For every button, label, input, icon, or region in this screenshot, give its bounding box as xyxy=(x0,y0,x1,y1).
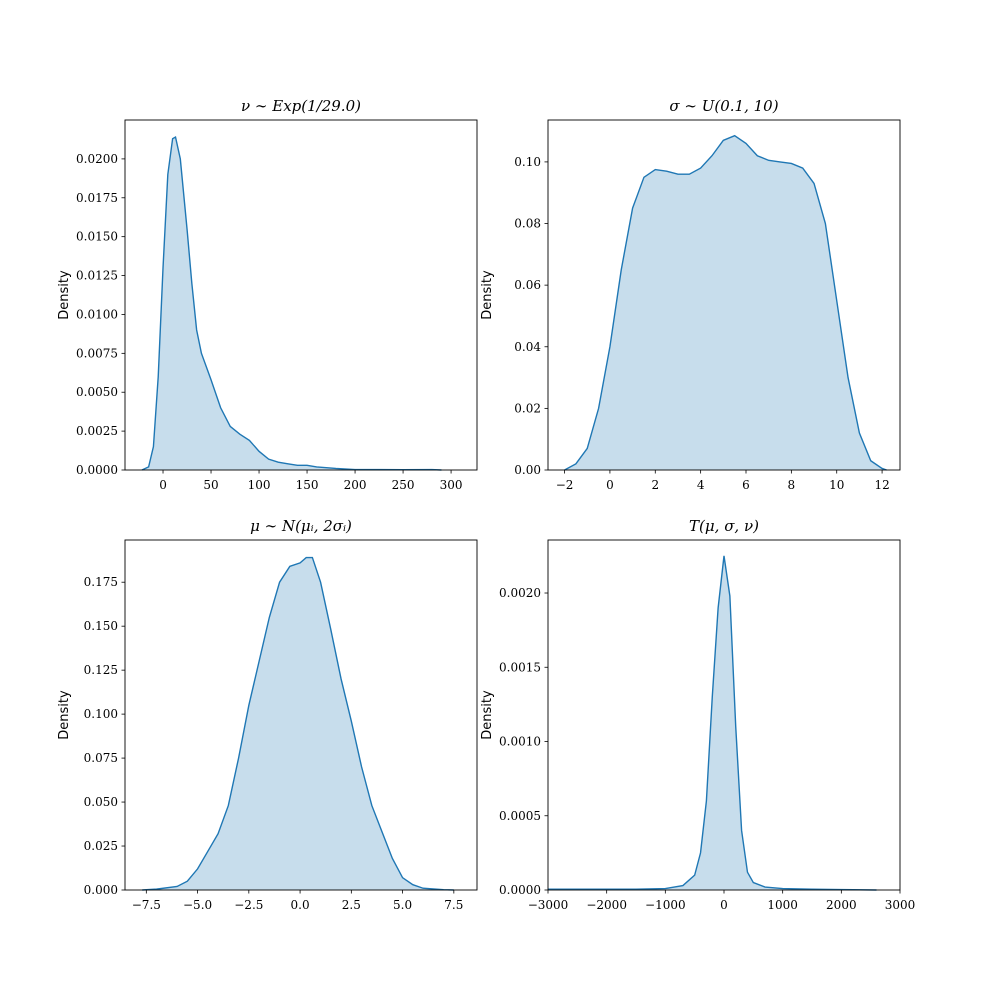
y-tick-label: 0.0000 xyxy=(499,883,541,897)
x-tick-label: 250 xyxy=(392,478,415,492)
y-tick-label: 0.0075 xyxy=(76,346,118,360)
axes-frame xyxy=(547,119,901,471)
y-tick-label: 0.10 xyxy=(514,155,541,169)
density-line xyxy=(142,556,454,891)
x-tick-label: 2 xyxy=(651,478,659,492)
x-tick-label: 300 xyxy=(440,478,463,492)
x-tick-label: 0.0 xyxy=(291,898,310,912)
y-tick-label: 0.0020 xyxy=(499,586,541,600)
x-tick-label: 0 xyxy=(159,478,167,492)
x-tick-label: 2.5 xyxy=(342,898,361,912)
x-tick-label: 3000 xyxy=(885,898,916,912)
x-tick-label: 6 xyxy=(742,478,750,492)
y-tick-label: 0.100 xyxy=(84,707,118,721)
x-tick-label: 50 xyxy=(203,478,218,492)
y-tick-label: 0.08 xyxy=(514,217,541,231)
density-line xyxy=(564,134,887,471)
y-axis-label: Density xyxy=(57,270,72,320)
x-tick-label: 100 xyxy=(248,478,271,492)
x-tick-label: 2000 xyxy=(826,898,857,912)
axes-frame xyxy=(124,539,478,891)
x-tick-label: −5.0 xyxy=(183,898,212,912)
y-tick-label: 0.0150 xyxy=(76,230,118,244)
x-tick-label: −2 xyxy=(556,478,574,492)
y-tick-label: 0.050 xyxy=(84,795,118,809)
density-area xyxy=(141,137,442,471)
y-tick-label: 0.0015 xyxy=(499,660,541,674)
density-area xyxy=(142,557,454,890)
y-tick-label: 0.0025 xyxy=(76,424,118,438)
y-tick-label: 0.0050 xyxy=(76,385,118,399)
x-tick-label: 10 xyxy=(829,478,844,492)
y-tick-label: 0.150 xyxy=(84,619,118,633)
subplot: 0 50 100 150 200 250 300 0.0000 0.0025 0.0050 0.00… xyxy=(57,97,478,492)
y-tick-label: 0.06 xyxy=(514,278,541,292)
y-tick-label: 0.125 xyxy=(84,663,118,677)
y-tick-label: 0.0000 xyxy=(76,463,118,477)
y-axis-label: Density xyxy=(57,690,72,740)
y-tick-label: 0.00 xyxy=(514,463,541,477)
x-tick-label: 12 xyxy=(874,478,889,492)
y-tick-label: 0.0175 xyxy=(76,191,118,205)
y-tick-label: 0.0125 xyxy=(76,269,118,283)
y-tick-label: 0.175 xyxy=(84,575,118,589)
x-tick-label: −7.5 xyxy=(132,898,161,912)
subplot: −3000 −2000 −1000 0 1000 2000 3000 0.0000 0.0005… xyxy=(480,517,915,912)
y-tick-label: 0.0005 xyxy=(499,809,541,823)
x-tick-label: 8 xyxy=(788,478,796,492)
y-tick-label: 0.04 xyxy=(514,340,541,354)
y-axis-label: Density xyxy=(480,270,495,320)
y-tick-label: 0.0010 xyxy=(499,735,541,749)
x-tick-label: 150 xyxy=(296,478,319,492)
chart-title: ν ∼ Exp(1/29.0) xyxy=(241,97,361,115)
chart-title: σ ∼ U(0.1, 10) xyxy=(669,97,778,115)
x-tick-label: 0 xyxy=(720,898,728,912)
x-tick-label: −2.5 xyxy=(234,898,263,912)
subplot: −2 0 2 4 6 8 10 12 0.00 0.02 0.04 0.06 0.08 0.10 σ ∼ U… xyxy=(480,97,901,492)
x-tick-label: −3000 xyxy=(528,898,569,912)
density-line xyxy=(141,136,442,471)
density-area xyxy=(548,555,877,890)
x-tick-label: 4 xyxy=(697,478,705,492)
y-tick-label: 0.0200 xyxy=(76,152,118,166)
x-tick-label: 1000 xyxy=(767,898,798,912)
x-tick-label: 200 xyxy=(344,478,367,492)
density-area xyxy=(564,135,887,470)
y-tick-label: 0.025 xyxy=(84,839,118,853)
chart-title: μ ∼ N(μᵢ, 2σᵢ) xyxy=(250,517,352,535)
y-tick-label: 0.075 xyxy=(84,751,118,765)
density-line xyxy=(548,555,877,891)
y-tick-label: 0.0100 xyxy=(76,307,118,321)
x-tick-label: 5.0 xyxy=(393,898,412,912)
x-tick-label: 0 xyxy=(606,478,614,492)
x-tick-label: −2000 xyxy=(586,898,627,912)
y-tick-label: 0.000 xyxy=(84,883,118,897)
axes-frame xyxy=(124,119,478,471)
chart-title: T(μ, σ, ν) xyxy=(689,517,759,535)
x-tick-label: −1000 xyxy=(645,898,686,912)
x-tick-label: 7.5 xyxy=(444,898,463,912)
y-tick-label: 0.02 xyxy=(514,401,541,415)
subplot: −7.5 −5.0 −2.5 0.0 2.5 5.0 7.5 0.000 0.025 0.050 0… xyxy=(57,517,478,912)
y-axis-label: Density xyxy=(480,690,495,740)
